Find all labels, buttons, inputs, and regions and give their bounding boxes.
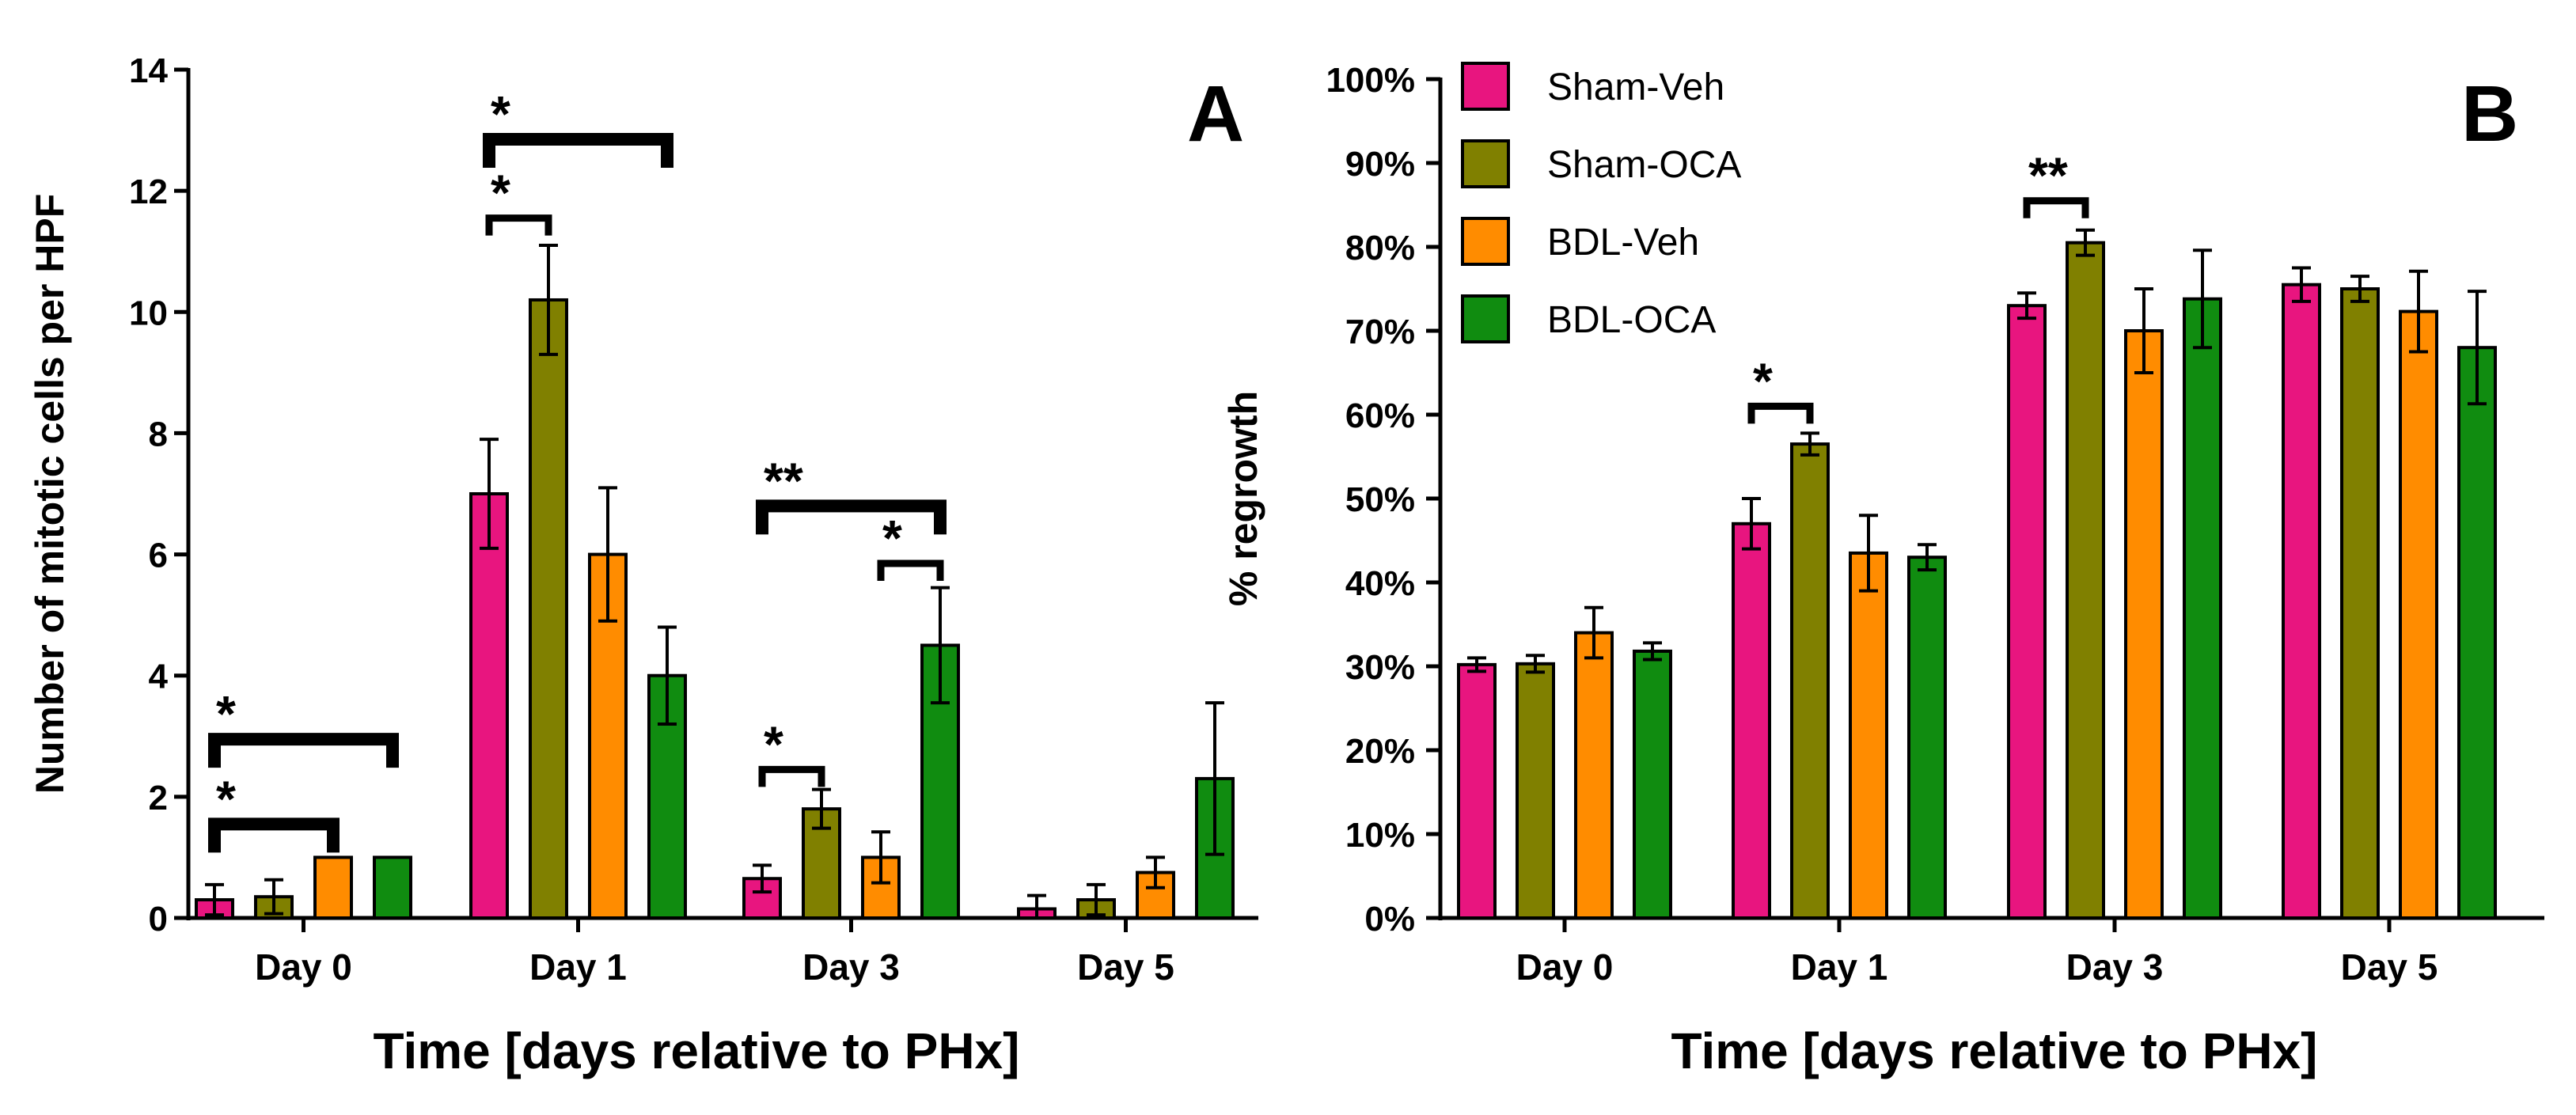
x-tick-label: Day 1 (529, 946, 627, 988)
legend-label: Sham-OCA (1547, 144, 1741, 186)
significance-label: * (216, 685, 236, 742)
significance-label: * (216, 770, 236, 827)
panel-label: A (1187, 70, 1244, 158)
bar-bdl-veh-day-5 (2399, 309, 2438, 920)
significance-label: * (491, 85, 510, 142)
x-tick-label: Day 3 (802, 946, 900, 988)
legend-label: Sham-Veh (1547, 66, 1724, 108)
bar-bdl-veh-day-0 (313, 855, 353, 920)
bar-sham-oca-day-1 (1790, 442, 1830, 920)
y-tick-label: 8 (149, 415, 168, 453)
bar-sham-veh-day-5 (2282, 283, 2321, 920)
bar-bdl-veh-day-0 (1574, 631, 1614, 920)
bar-bdl-oca-day-5 (2457, 346, 2497, 920)
significance-label: * (1753, 352, 1773, 409)
y-tick-label: 14 (129, 51, 168, 90)
bar-bdl-oca-day-0 (373, 855, 412, 920)
bar-bdl-oca-day-0 (1633, 649, 1672, 920)
significance-label: * (882, 510, 902, 567)
bar-sham-veh-day-0 (1457, 662, 1497, 920)
significance-bracket (756, 499, 947, 535)
bar-sham-veh-day-1 (1732, 521, 1771, 920)
y-tick-label: 30% (1345, 648, 1415, 687)
legend: Sham-Veh Sham-OCA BDL-Veh BDL-OCA (1461, 62, 1741, 343)
significance-label: * (491, 165, 510, 222)
significance-label: ** (764, 452, 803, 509)
y-axis-label: Number of mitotic cells per HPF (28, 194, 72, 794)
bar-sham-oca-day-3 (2066, 241, 2105, 920)
x-axis-label: Time [days relative to PHx] (374, 1022, 1020, 1079)
significance-bracket (485, 214, 552, 236)
y-tick-label: 0% (1364, 900, 1415, 939)
x-axis-label: Time [days relative to PHx] (1671, 1022, 2318, 1079)
y-tick-label: 12 (129, 173, 168, 211)
bar-bdl-veh-day-1 (1849, 551, 1888, 920)
significance-bracket (2023, 197, 2089, 218)
bar-bdl-veh-day-3 (2124, 329, 2164, 920)
x-tick-label: Day 5 (2341, 946, 2438, 988)
y-tick-label: 10 (129, 294, 168, 332)
y-tick-label: 6 (149, 537, 168, 575)
legend-swatch-sham-oca (1461, 139, 1510, 188)
x-tick-label: Day 0 (1516, 946, 1614, 988)
bar-bdl-oca-day-3 (2183, 297, 2222, 920)
significance-label: * (764, 715, 783, 772)
y-tick-label: 50% (1345, 480, 1415, 519)
bar-sham-veh-day-3 (2007, 304, 2047, 920)
y-tick-label: 80% (1345, 229, 1415, 267)
bar-sham-veh-day-1 (469, 492, 509, 920)
significance-bracket (483, 133, 673, 169)
significance-bracket (208, 817, 340, 853)
significance-bracket (208, 733, 399, 768)
significance-bracket (1747, 402, 1814, 424)
x-tick-label: Day 1 (1791, 946, 1888, 988)
x-tick-label: Day 0 (255, 946, 352, 988)
y-tick-label: 4 (149, 658, 169, 696)
legend-swatch-bdl-veh (1461, 217, 1510, 266)
bar-sham-oca-day-0 (1516, 662, 1555, 920)
y-tick-label: 40% (1345, 564, 1415, 603)
y-tick-label: 60% (1345, 396, 1415, 435)
significance-bracket (758, 765, 825, 787)
y-tick-label: 20% (1345, 732, 1415, 771)
legend-label: BDL-Veh (1547, 222, 1699, 264)
significance-bracket (877, 559, 944, 582)
y-tick-label: 0 (149, 900, 168, 939)
y-tick-label: 90% (1345, 145, 1415, 184)
x-tick-label: Day 5 (1077, 946, 1174, 988)
y-tick-label: 100% (1326, 61, 1415, 100)
y-axis-label: % regrowth (1221, 391, 1265, 606)
bar-bdl-oca-day-1 (1907, 556, 1947, 920)
bar-sham-oca-day-5 (2340, 287, 2380, 920)
legend-swatch-sham-veh (1461, 62, 1510, 111)
panel-label: B (2461, 70, 2518, 158)
x-tick-label: Day 3 (2066, 946, 2164, 988)
legend-swatch-bdl-oca (1461, 294, 1510, 343)
y-tick-label: 70% (1345, 313, 1415, 351)
y-tick-label: 10% (1345, 816, 1415, 855)
y-tick-label: 2 (149, 779, 168, 817)
bar-sham-oca-day-1 (529, 298, 568, 920)
significance-label: ** (2028, 147, 2068, 204)
legend-label: BDL-OCA (1547, 299, 1716, 341)
panel-b: 0% 10% 20% 30% 40% 50% 60% 70% 80% 90% 100% Day 0 Da… (1221, 61, 2544, 1079)
